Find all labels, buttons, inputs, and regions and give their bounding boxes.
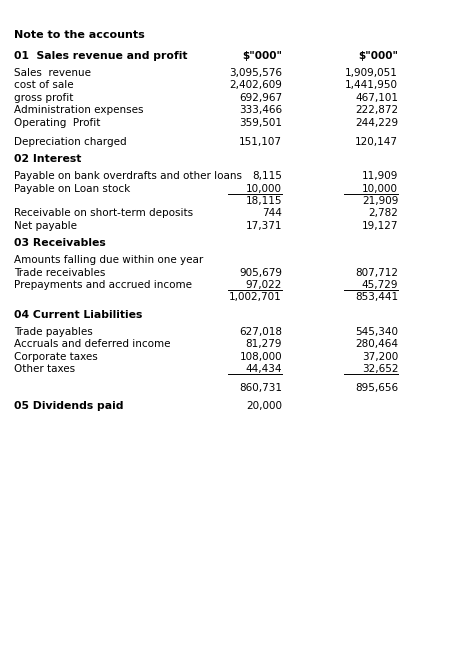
Text: 1,909,051: 1,909,051 (345, 68, 398, 78)
Text: $"000": $"000" (358, 51, 398, 61)
Text: 244,229: 244,229 (355, 117, 398, 127)
Text: 44,434: 44,434 (246, 364, 282, 374)
Text: Net payable: Net payable (14, 220, 77, 230)
Text: 807,712: 807,712 (355, 267, 398, 277)
Text: 853,441: 853,441 (355, 292, 398, 302)
Text: 467,101: 467,101 (355, 92, 398, 103)
Text: 20,000: 20,000 (246, 401, 282, 411)
Text: 1,002,701: 1,002,701 (229, 292, 282, 302)
Text: 45,729: 45,729 (362, 280, 398, 290)
Text: 01  Sales revenue and profit: 01 Sales revenue and profit (14, 51, 188, 61)
Text: 1,441,950: 1,441,950 (345, 80, 398, 90)
Text: 19,127: 19,127 (362, 220, 398, 230)
Text: Payable on bank overdrafts and other loans: Payable on bank overdrafts and other loa… (14, 171, 242, 181)
Text: 222,872: 222,872 (355, 105, 398, 115)
Text: 18,115: 18,115 (246, 196, 282, 206)
Text: Payable on Loan stock: Payable on Loan stock (14, 184, 130, 194)
Text: 3,095,576: 3,095,576 (229, 68, 282, 78)
Text: Other taxes: Other taxes (14, 364, 75, 374)
Text: 32,652: 32,652 (362, 364, 398, 374)
Text: 545,340: 545,340 (355, 327, 398, 337)
Text: Amounts falling due within one year: Amounts falling due within one year (14, 255, 203, 265)
Text: 151,107: 151,107 (239, 137, 282, 147)
Text: 627,018: 627,018 (239, 327, 282, 337)
Text: Trade receivables: Trade receivables (14, 267, 106, 277)
Text: 17,371: 17,371 (246, 220, 282, 230)
Text: 895,656: 895,656 (355, 383, 398, 393)
Text: Administration expenses: Administration expenses (14, 105, 144, 115)
Text: Prepayments and accrued income: Prepayments and accrued income (14, 280, 192, 290)
Text: 120,147: 120,147 (355, 137, 398, 147)
Text: 11,909: 11,909 (362, 171, 398, 181)
Text: 04 Current Liabilities: 04 Current Liabilities (14, 310, 143, 320)
Text: 108,000: 108,000 (239, 352, 282, 362)
Text: 10,000: 10,000 (362, 184, 398, 194)
Text: 81,279: 81,279 (246, 339, 282, 349)
Text: 21,909: 21,909 (362, 196, 398, 206)
Text: 05 Dividends paid: 05 Dividends paid (14, 401, 124, 411)
Text: 744: 744 (262, 208, 282, 218)
Text: 2,782: 2,782 (368, 208, 398, 218)
Text: 359,501: 359,501 (239, 117, 282, 127)
Text: 02 Interest: 02 Interest (14, 154, 82, 164)
Text: Sales  revenue: Sales revenue (14, 68, 91, 78)
Text: Accruals and deferred income: Accruals and deferred income (14, 339, 171, 349)
Text: 692,967: 692,967 (239, 92, 282, 103)
Text: gross profit: gross profit (14, 92, 73, 103)
Text: 905,679: 905,679 (239, 267, 282, 277)
Text: cost of sale: cost of sale (14, 80, 74, 90)
Text: Receivable on short-term deposits: Receivable on short-term deposits (14, 208, 193, 218)
Text: 280,464: 280,464 (355, 339, 398, 349)
Text: 97,022: 97,022 (246, 280, 282, 290)
Text: 8,115: 8,115 (252, 171, 282, 181)
Text: Depreciation charged: Depreciation charged (14, 137, 127, 147)
Text: Corporate taxes: Corporate taxes (14, 352, 98, 362)
Text: Operating  Profit: Operating Profit (14, 117, 100, 127)
Text: Trade payables: Trade payables (14, 327, 93, 337)
Text: 10,000: 10,000 (246, 184, 282, 194)
Text: 2,402,609: 2,402,609 (229, 80, 282, 90)
Text: 37,200: 37,200 (362, 352, 398, 362)
Text: $"000": $"000" (242, 51, 282, 61)
Text: 03 Receivables: 03 Receivables (14, 239, 106, 249)
Text: Note to the accounts: Note to the accounts (14, 30, 145, 40)
Text: 860,731: 860,731 (239, 383, 282, 393)
Text: 333,466: 333,466 (239, 105, 282, 115)
